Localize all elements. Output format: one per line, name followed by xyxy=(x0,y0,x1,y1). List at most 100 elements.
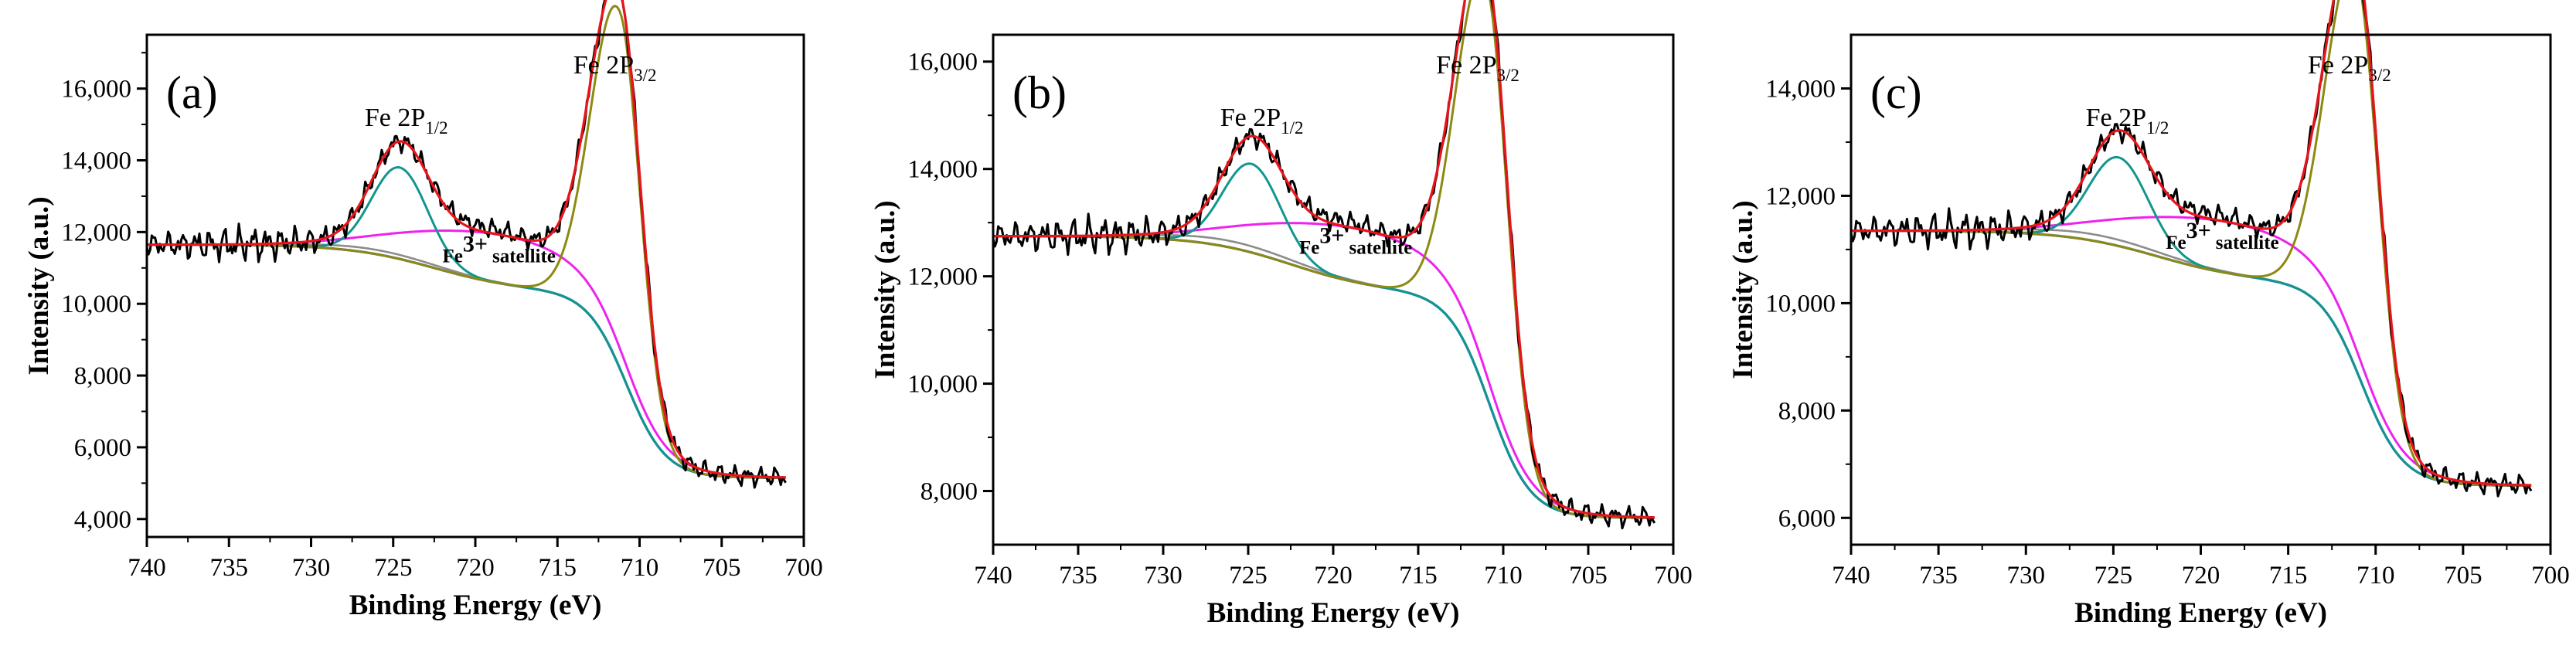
y-tick-label: 8,000 xyxy=(74,362,131,390)
raw-data-curve xyxy=(145,0,787,489)
y-tick-label: 8,000 xyxy=(1778,397,1836,425)
raw-data-curve xyxy=(1849,0,2533,498)
baseline-curve xyxy=(147,243,786,479)
fe2p32-annotation-main: Fe 2P xyxy=(1436,51,1496,80)
x-tick-label: 710 xyxy=(2357,562,2395,590)
y-tick-label: 14,000 xyxy=(907,156,978,184)
satellite-curve xyxy=(1851,216,2532,487)
fe3-satellite-annotation: Fe3+ satellite xyxy=(2166,218,2278,253)
y-tick-label: 12,000 xyxy=(1765,182,1836,210)
x-tick-label: 730 xyxy=(1144,562,1183,590)
xps-panel-1: 740 735 730 725 720 715 710 705 700 4,000 6,000 8,0… xyxy=(23,0,823,621)
x-tick-label: 720 xyxy=(2182,562,2220,590)
y-axis-title: Intensity (a.u.) xyxy=(1727,200,1759,379)
panel-label: (a) xyxy=(166,67,218,118)
x-tick-label: 715 xyxy=(1399,562,1438,590)
fe2p32-annotation-sub: 3/2 xyxy=(634,66,656,85)
y-tick-label: 14,000 xyxy=(1765,75,1836,103)
x-axis-title: Binding Energy (eV) xyxy=(2074,597,2327,629)
fe2p12-component-curve xyxy=(147,166,786,479)
fe3-satellite-annotation-tail: satellite xyxy=(492,246,556,267)
fe3-satellite-annotation-main: Fe xyxy=(2166,233,2186,253)
x-tick-label: 740 xyxy=(1832,562,1870,590)
fe2p32-annotation: Fe 2P3/2 xyxy=(1436,51,1519,85)
x-tick-label: 715 xyxy=(539,554,577,582)
x-tick-label: 705 xyxy=(703,554,741,582)
fe2p12-annotation-sub: 1/2 xyxy=(2146,118,2169,138)
fe2p32-annotation-sub: 3/2 xyxy=(1497,66,1519,85)
y-tick-label: 14,000 xyxy=(61,148,131,175)
y-tick-label: 10,000 xyxy=(907,371,978,399)
x-tick-label: 720 xyxy=(1314,562,1353,590)
x-tick-label: 700 xyxy=(1654,562,1693,590)
x-tick-label: 705 xyxy=(1569,562,1608,590)
x-tick-label: 740 xyxy=(974,562,1012,590)
panel-label: (c) xyxy=(1870,67,1922,118)
fe2p32-annotation-sub: 3/2 xyxy=(2368,66,2391,85)
background-curve xyxy=(147,243,786,479)
fe3-satellite-annotation-tail: satellite xyxy=(1349,238,1412,259)
x-tick-label: 720 xyxy=(456,554,495,582)
xps-panel-3: 740 735 730 725 720 715 710 705 700 6,000 8,000 10,… xyxy=(1727,0,2570,629)
panel-label: (b) xyxy=(1012,67,1067,118)
x-tick-label: 725 xyxy=(2094,562,2133,590)
x-tick-label: 735 xyxy=(210,554,249,582)
x-tick-label: 715 xyxy=(2269,562,2308,590)
y-tick-label: 10,000 xyxy=(1765,290,1836,318)
fe2p12-annotation-main: Fe 2P xyxy=(2086,104,2146,132)
x-tick-label: 725 xyxy=(1229,562,1268,590)
y-tick-label: 12,000 xyxy=(907,263,978,291)
y-axis-title: Intensity (a.u.) xyxy=(869,200,901,379)
x-tick-label: 740 xyxy=(128,554,166,582)
x-tick-label: 710 xyxy=(1484,562,1523,590)
fe2p32-annotation-main: Fe 2P xyxy=(573,51,634,80)
fe2p12-annotation-main: Fe 2P xyxy=(1220,104,1281,132)
fe2p12-annotation: Fe 2P1/2 xyxy=(1220,104,1304,138)
y-tick-label: 10,000 xyxy=(61,291,131,318)
y-tick-label: 12,000 xyxy=(61,219,131,246)
x-tick-label: 730 xyxy=(2007,562,2046,590)
fe2p32-annotation: Fe 2P3/2 xyxy=(573,51,657,85)
satellite-curve xyxy=(993,222,1655,519)
y-axis-title: Intensity (a.u.) xyxy=(23,196,55,375)
background-curve xyxy=(1851,229,2532,488)
y-tick-label: 6,000 xyxy=(74,434,131,462)
fe2p32-annotation: Fe 2P3/2 xyxy=(2308,51,2391,85)
fe3-satellite-annotation-tail: satellite xyxy=(2216,233,2279,253)
raw-data-curve xyxy=(992,0,1656,530)
y-tick-label: 16,000 xyxy=(907,49,978,76)
fe3-satellite-annotation-sup: 3+ xyxy=(463,232,488,257)
fe2p12-component-curve xyxy=(993,162,1655,519)
fe3-satellite-annotation: Fe3+ satellite xyxy=(443,232,556,267)
baseline-curve xyxy=(993,234,1655,519)
fe2p12-annotation: Fe 2P1/2 xyxy=(365,104,448,138)
x-axis-title: Binding Energy (eV) xyxy=(349,590,602,621)
satellite-curve xyxy=(147,229,786,479)
x-tick-label: 725 xyxy=(374,554,413,582)
baseline-curve xyxy=(1851,228,2532,487)
fe2p12-annotation: Fe 2P1/2 xyxy=(2086,104,2169,138)
fe2p12-annotation-main: Fe 2P xyxy=(365,104,425,132)
fe2p32-component-curve xyxy=(993,0,1655,519)
x-tick-label: 710 xyxy=(621,554,659,582)
x-tick-label: 735 xyxy=(1919,562,1958,590)
y-tick-label: 16,000 xyxy=(61,76,131,104)
x-axis-title: Binding Energy (eV) xyxy=(1207,597,1460,629)
y-tick-label: 8,000 xyxy=(920,478,978,506)
envelope-fit-curve xyxy=(993,0,1655,519)
envelope-fit-curve xyxy=(147,0,786,479)
xps-panel-2: 740 735 730 725 720 715 710 705 700 8,000 10,000 12… xyxy=(869,0,1693,629)
fe2p12-annotation-sub: 1/2 xyxy=(1281,118,1303,138)
x-tick-label: 705 xyxy=(2444,562,2482,590)
background-curve xyxy=(993,235,1655,519)
fe3-satellite-annotation-main: Fe xyxy=(1299,238,1319,259)
fe2p32-annotation-main: Fe 2P xyxy=(2308,51,2368,80)
fe3-satellite-annotation: Fe3+ satellite xyxy=(1299,223,1412,259)
x-tick-label: 700 xyxy=(2531,562,2570,590)
fe3-satellite-annotation-sup: 3+ xyxy=(1319,223,1344,249)
fe2p12-annotation-sub: 1/2 xyxy=(425,118,447,138)
x-tick-label: 700 xyxy=(784,554,823,582)
x-tick-label: 730 xyxy=(292,554,331,582)
plot-frame xyxy=(992,33,1675,546)
